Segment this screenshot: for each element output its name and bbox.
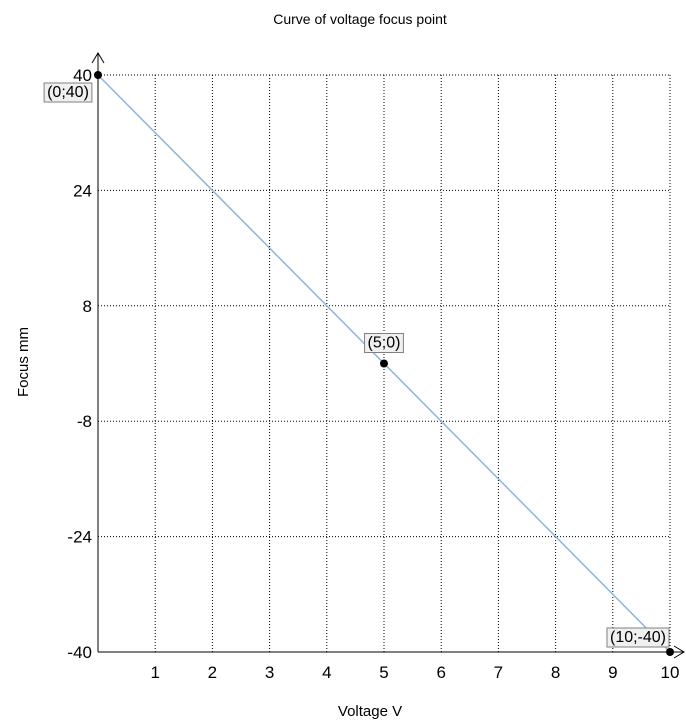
y-tick-label: -8 [77, 412, 92, 431]
data-labels: (0;40) (5;0) (10;-40) [43, 82, 670, 648]
x-tick-label: 8 [551, 663, 560, 682]
data-point-marker [666, 648, 674, 656]
data-label-box [43, 82, 93, 103]
axes [91, 52, 685, 659]
tick-labels: 1 2 3 4 5 6 7 8 9 10 40 24 8 -8 -24 -40 [67, 66, 679, 682]
data-label: (0;40) [47, 84, 89, 101]
data-label: (5;0) [368, 335, 401, 352]
x-tick-label: 9 [608, 663, 617, 682]
x-tick-label: 2 [208, 663, 217, 682]
data-label-box [364, 333, 404, 353]
data-label: (10;-40) [610, 629, 666, 646]
x-axis-title: Voltage V [338, 703, 402, 720]
markers [94, 71, 674, 656]
y-tick-label: -40 [67, 643, 92, 662]
y-axis-arrow [91, 52, 105, 64]
x-axis-arrow [673, 645, 685, 659]
x-tick-label: 10 [661, 663, 680, 682]
y-axis-title: Focus mm [15, 327, 32, 397]
x-tick-label: 3 [265, 663, 274, 682]
x-tick-label: 4 [322, 663, 331, 682]
x-tick-label: 1 [150, 663, 159, 682]
y-tick-label: 40 [73, 66, 92, 85]
y-tick-label: -24 [67, 528, 92, 547]
y-tick-label: 24 [73, 181, 92, 200]
y-tick-label: 8 [83, 297, 92, 316]
x-tick-label: 6 [436, 663, 445, 682]
x-tick-label: 7 [494, 663, 503, 682]
data-point-marker [94, 71, 102, 79]
data-label-box [606, 627, 670, 648]
chart-title: Curve of voltage focus point [273, 11, 447, 27]
data-point-marker [380, 359, 388, 368]
x-tick-label: 5 [379, 663, 388, 682]
